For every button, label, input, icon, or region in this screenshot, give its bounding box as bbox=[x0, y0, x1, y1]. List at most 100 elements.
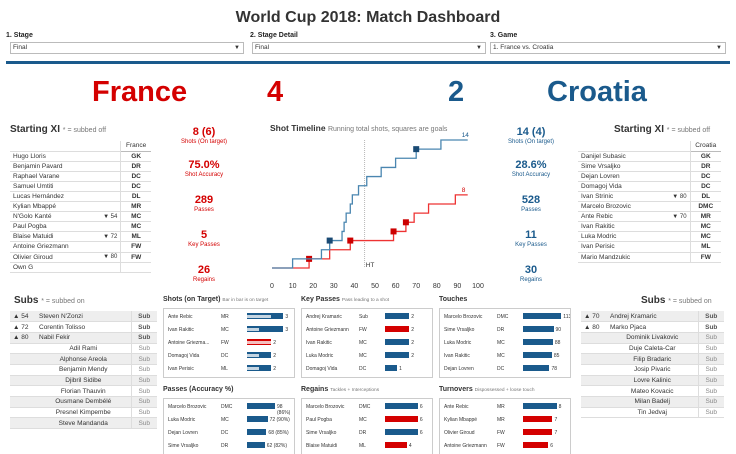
panel-row[interactable]: Olivier Giroud FW 7 bbox=[440, 427, 570, 438]
panel-player-name: Dejan Lovren bbox=[168, 430, 198, 436]
goal-marker[interactable] bbox=[402, 219, 409, 226]
player-row[interactable]: Marcelo Brozovic DMC bbox=[578, 201, 721, 213]
panel-player-position: MC bbox=[359, 340, 367, 346]
stage-select[interactable]: Final ▼ bbox=[10, 42, 244, 54]
sub-row[interactable]: Filip Bradaric Sub bbox=[581, 353, 724, 365]
panel-row[interactable]: Andrej Kramaric Sub 2 bbox=[302, 311, 432, 322]
sub-row[interactable]: Presnel Kimpembe Sub bbox=[10, 407, 157, 419]
player-row[interactable]: Mario Mandzukic FW bbox=[578, 252, 721, 263]
panel-row[interactable]: Ante Rebic MR 3 bbox=[164, 311, 294, 322]
panel-row[interactable]: Paul Pogba MC 6 bbox=[302, 414, 432, 425]
player-row[interactable]: Olivier Giroud ▼ 80 FW bbox=[10, 252, 151, 263]
sub-player-name: Adil Rami bbox=[36, 343, 131, 355]
player-row[interactable]: Luka Modric MC bbox=[578, 231, 721, 243]
player-row[interactable]: Kylian Mbappé MR bbox=[10, 201, 151, 213]
player-row[interactable]: Ivan Perisic ML bbox=[578, 241, 721, 253]
panel-row[interactable]: Kylian Mbappé MR 7 bbox=[440, 414, 570, 425]
panel-bar bbox=[385, 339, 410, 345]
goal-marker[interactable] bbox=[413, 146, 420, 153]
player-row[interactable]: Lucas Hernández DL bbox=[10, 191, 151, 203]
player-row[interactable]: Domagoj Vida DC bbox=[578, 181, 721, 192]
panel-row[interactable]: Marcelo Brozovic DMC 98 (86%) bbox=[164, 401, 294, 416]
sub-player-name: Ousmane Dembélé bbox=[36, 396, 131, 408]
panel-row[interactable]: Ante Rebic MR 8 bbox=[440, 401, 570, 412]
sub-row[interactable]: ▲ 72 Corentin Tolisso Sub bbox=[10, 321, 157, 333]
sub-row[interactable]: Dominik Livakovic Sub bbox=[581, 332, 724, 344]
player-row[interactable]: Hugo Lloris GK bbox=[10, 151, 151, 162]
sub-row[interactable]: Djibril Sidibe Sub bbox=[10, 375, 157, 387]
sub-row[interactable]: ▲ 54 Steven N'Zonzi Sub bbox=[10, 311, 157, 323]
sub-row[interactable]: ▲ 80 Marko Pjaca Sub bbox=[581, 321, 724, 333]
panel-row[interactable]: Luka Modric MC 2 bbox=[302, 350, 432, 361]
sub-row[interactable]: Mateo Kovacic Sub bbox=[581, 385, 724, 397]
player-row[interactable]: Blaise Matuidi ▼ 72 ML bbox=[10, 231, 151, 243]
goal-marker[interactable] bbox=[347, 237, 354, 244]
panel-row[interactable]: Ivan Rakitic MC 2 bbox=[302, 337, 432, 348]
sub-row[interactable]: Benjamin Mendy Sub bbox=[10, 364, 157, 376]
player-row[interactable]: Benjamin Pavard DR bbox=[10, 161, 151, 172]
goal-marker[interactable] bbox=[326, 237, 333, 244]
panel-row[interactable]: Sime Vrsaljko DR 6 bbox=[302, 427, 432, 438]
panel-row[interactable]: Dejan Lovren DC 68 (85%) bbox=[164, 427, 294, 438]
panel-player-name: Andrej Kramaric bbox=[306, 314, 342, 320]
sub-row[interactable]: Florian Thauvin Sub bbox=[10, 385, 157, 397]
sub-player-name: Filip Bradaric bbox=[607, 353, 698, 365]
stat-block: 26 Regains bbox=[164, 264, 244, 283]
panel-row[interactable]: Antoine Griezma... FW 2 bbox=[164, 337, 294, 348]
panel-row[interactable]: Marcelo Brozovic DMC 113 bbox=[440, 311, 570, 322]
sub-row[interactable]: ▲ 70 Andrej Kramaric Sub bbox=[581, 311, 724, 323]
player-row[interactable]: Raphael Varane DC bbox=[10, 171, 151, 182]
sub-row[interactable]: Steve Mandanda Sub bbox=[10, 417, 157, 430]
panel-row[interactable]: Sime Vrsaljko DR 62 (82%) bbox=[164, 440, 294, 451]
panel-row[interactable]: Sime Vrsaljko DR 90 bbox=[440, 324, 570, 335]
sub-row[interactable]: Adil Rami Sub bbox=[10, 343, 157, 355]
panel-row[interactable]: Ivan Rakitic MC 3 bbox=[164, 324, 294, 335]
stat-label: Shots (On target) bbox=[507, 139, 555, 145]
panel-row[interactable]: Luka Modric MC 88 bbox=[440, 337, 570, 348]
panel-row[interactable]: Antoine Griezmann FW 6 bbox=[440, 440, 570, 451]
panel-row[interactable]: Domagoj Vida DC 1 bbox=[302, 363, 432, 374]
sub-row[interactable]: ▲ 80 Nabil Fekir Sub bbox=[10, 332, 157, 344]
player-row[interactable]: Samuel Umtiti DC bbox=[10, 181, 151, 192]
sub-minute bbox=[97, 171, 121, 182]
player-row[interactable]: Ivan Strinic ▼ 80 DL bbox=[578, 191, 721, 203]
game-select[interactable]: 1. France vs. Croatia ▼ bbox=[490, 42, 726, 54]
panel-player-name: Antoine Griezmann bbox=[306, 327, 349, 333]
goal-marker[interactable] bbox=[390, 228, 397, 235]
player-row[interactable]: Paul Pogba MC bbox=[10, 221, 151, 233]
player-row[interactable]: Sime Vrsaljko DR bbox=[578, 161, 721, 172]
player-row[interactable]: Ivan Rakitic MC bbox=[578, 221, 721, 233]
sub-on-minute bbox=[10, 385, 36, 397]
panel-row[interactable]: Marcelo Brozovic DMC 6 bbox=[302, 401, 432, 412]
panel-player-position: MC bbox=[497, 340, 505, 346]
sub-row[interactable]: Duje Caleta-Car Sub bbox=[581, 343, 724, 355]
sub-row[interactable]: Tin Jedvaj Sub bbox=[581, 407, 724, 419]
stat-value: 289 bbox=[194, 194, 214, 206]
panel-row[interactable]: Dejan Lovren DC 78 bbox=[440, 363, 570, 374]
player-row[interactable]: Own G bbox=[10, 262, 151, 273]
panel-row[interactable]: Ivan Perisic ML 2 bbox=[164, 363, 294, 374]
player-row[interactable]: Ante Rebic ▼ 70 MR bbox=[578, 211, 721, 223]
player-row[interactable]: Antoine Griezmann FW bbox=[10, 241, 151, 253]
panel-row[interactable]: Blaise Matuidi ML 4 bbox=[302, 440, 432, 451]
sub-player-name: Steve Mandanda bbox=[36, 417, 131, 430]
player-row[interactable]: N'Golo Kanté ▼ 54 MC bbox=[10, 211, 151, 223]
player-position: FW bbox=[120, 252, 151, 263]
panel-row[interactable]: Antoine Griezmann FW 2 bbox=[302, 324, 432, 335]
sub-row[interactable]: Lovre Kalinic Sub bbox=[581, 375, 724, 387]
panel-row[interactable]: Domagoj Vida DC 2 bbox=[164, 350, 294, 361]
stage-detail-select[interactable]: Final ▼ bbox=[252, 42, 486, 54]
player-row[interactable]: Dejan Lovren DC bbox=[578, 171, 721, 182]
x-tick-label: 40 bbox=[351, 283, 359, 290]
sub-on-minute: ▲ 80 bbox=[10, 332, 36, 344]
dashboard-title: World Cup 2018: Match Dashboard bbox=[235, 9, 501, 26]
sub-row[interactable]: Milan Badelj Sub bbox=[581, 396, 724, 408]
panel-row[interactable]: Luka Modric MC 72 (90%) bbox=[164, 414, 294, 425]
stat-value: 26 bbox=[197, 264, 211, 276]
panel-bar bbox=[385, 429, 418, 435]
sub-row[interactable]: Josip Pivaric Sub bbox=[581, 364, 724, 376]
sub-row[interactable]: Ousmane Dembélé Sub bbox=[10, 396, 157, 408]
panel-row[interactable]: Ivan Rakitic MC 85 bbox=[440, 350, 570, 361]
player-row[interactable]: Danijel Subasic GK bbox=[578, 151, 721, 162]
sub-row[interactable]: Alphonse Areola Sub bbox=[10, 353, 157, 365]
